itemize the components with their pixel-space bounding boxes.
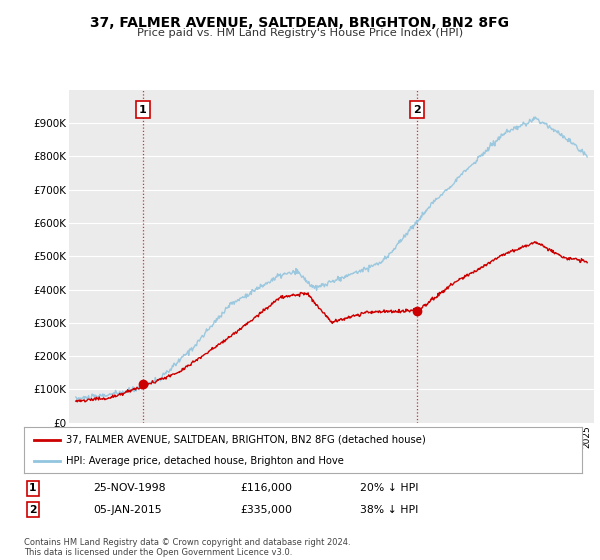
Text: HPI: Average price, detached house, Brighton and Hove: HPI: Average price, detached house, Brig… — [66, 456, 344, 466]
Text: £335,000: £335,000 — [240, 505, 292, 515]
Text: Contains HM Land Registry data © Crown copyright and database right 2024.
This d: Contains HM Land Registry data © Crown c… — [24, 538, 350, 557]
Text: 2: 2 — [29, 505, 37, 515]
Text: 25-NOV-1998: 25-NOV-1998 — [93, 483, 166, 493]
Text: 37, FALMER AVENUE, SALTDEAN, BRIGHTON, BN2 8FG (detached house): 37, FALMER AVENUE, SALTDEAN, BRIGHTON, B… — [66, 435, 425, 445]
Text: 38% ↓ HPI: 38% ↓ HPI — [360, 505, 418, 515]
Text: 1: 1 — [29, 483, 37, 493]
Text: 2: 2 — [413, 105, 421, 115]
Text: 37, FALMER AVENUE, SALTDEAN, BRIGHTON, BN2 8FG: 37, FALMER AVENUE, SALTDEAN, BRIGHTON, B… — [91, 16, 509, 30]
Text: 1: 1 — [139, 105, 146, 115]
Text: Price paid vs. HM Land Registry's House Price Index (HPI): Price paid vs. HM Land Registry's House … — [137, 28, 463, 38]
Text: £116,000: £116,000 — [240, 483, 292, 493]
Text: 05-JAN-2015: 05-JAN-2015 — [93, 505, 161, 515]
Text: 20% ↓ HPI: 20% ↓ HPI — [360, 483, 419, 493]
